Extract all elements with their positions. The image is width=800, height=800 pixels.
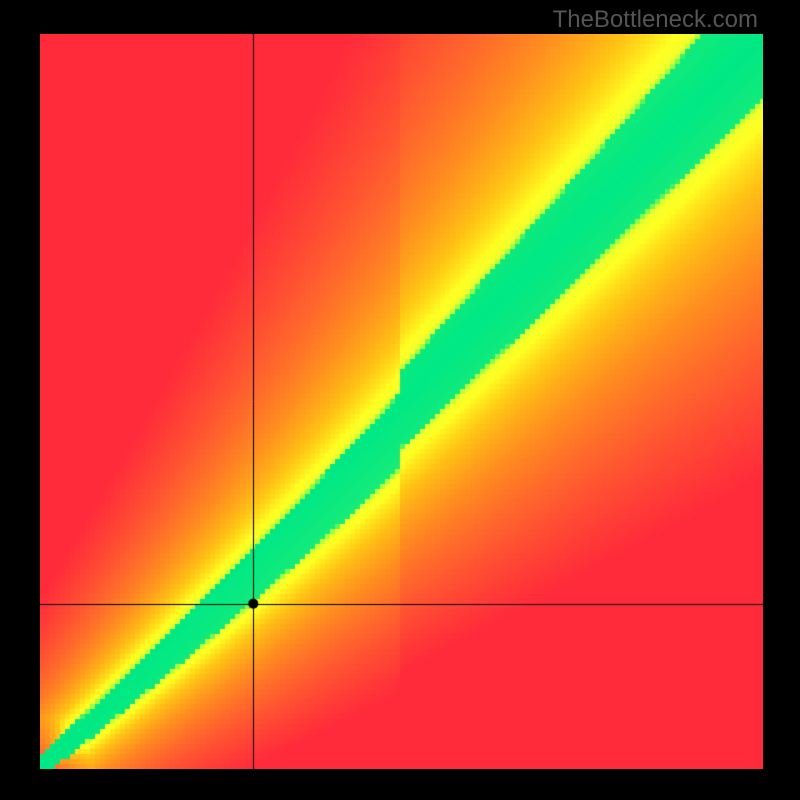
outer-frame: TheBottleneck.com — [0, 0, 800, 800]
watermark-text: TheBottleneck.com — [553, 6, 758, 34]
heatmap-canvas — [40, 34, 763, 769]
